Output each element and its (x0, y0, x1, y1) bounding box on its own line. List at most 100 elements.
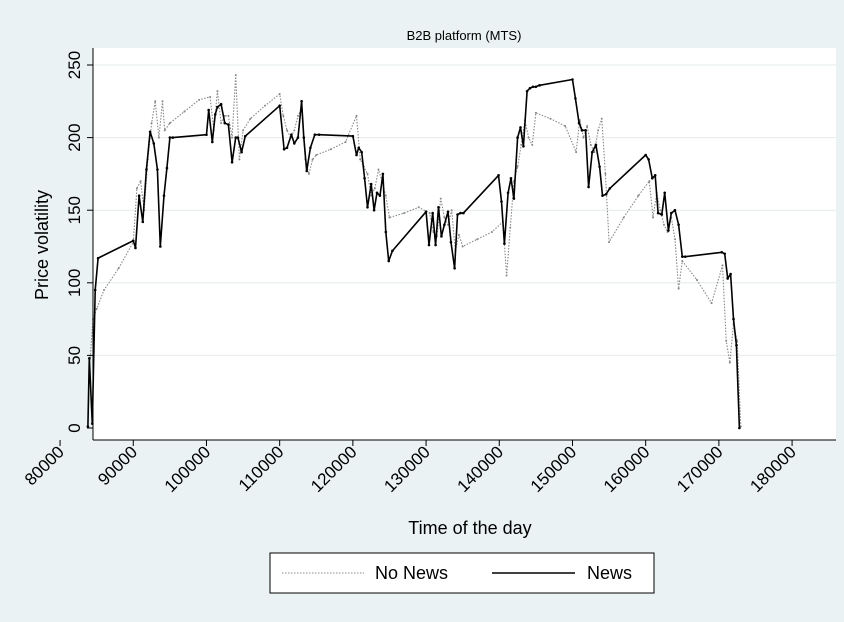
data-point-no-news (264, 104, 267, 107)
data-point-news (240, 150, 243, 154)
data-point-no-news (249, 117, 252, 120)
data-point-news (88, 357, 91, 360)
gridlines (93, 64, 836, 356)
legend-label-no-news: No News (375, 563, 448, 583)
data-point-no-news (315, 154, 318, 157)
data-point-news (594, 143, 598, 147)
data-point-news (148, 130, 152, 134)
data-point-news (168, 136, 172, 139)
data-point-no-news (739, 425, 742, 428)
data-point-news (162, 194, 166, 197)
data-point-news (145, 168, 148, 171)
data-point-news (440, 235, 443, 238)
series-line-news (87, 78, 741, 429)
data-point-no-news (721, 264, 724, 267)
legend: No News News (269, 552, 655, 594)
data-point-news (453, 266, 456, 270)
data-point-news (227, 123, 230, 126)
data-point-news (663, 191, 667, 195)
data-point-no-news (725, 339, 728, 342)
data-point-news (296, 136, 300, 139)
data-point-no-news (564, 124, 567, 127)
data-point-no-news (307, 172, 310, 175)
data-point-no-news (622, 216, 625, 219)
data-point-news (723, 252, 727, 256)
data-point-news (363, 176, 366, 180)
data-point-news (384, 230, 388, 234)
data-point-no-news (135, 187, 138, 190)
data-point-news (449, 240, 453, 244)
data-point-no-news (220, 122, 223, 125)
data-point-no-news (589, 143, 592, 146)
data-point-no-news (458, 233, 461, 236)
data-point-no-news (476, 238, 479, 241)
data-point-news (500, 200, 503, 203)
data-point-news (159, 245, 162, 248)
data-point-news (165, 166, 169, 170)
data-point-news (131, 239, 135, 242)
data-point-no-news (527, 136, 530, 139)
data-point-news (647, 158, 650, 161)
chart-title: B2B platform (MTS) (407, 28, 522, 43)
data-point-no-news (278, 93, 281, 96)
data-point-news (456, 213, 459, 216)
data-point-no-news (450, 209, 453, 212)
data-point-news (729, 272, 732, 276)
data-point-news (522, 145, 525, 148)
data-point-no-news (242, 129, 245, 132)
data-point-no-news (359, 158, 362, 161)
data-point-news (387, 259, 391, 263)
data-point-news (355, 153, 358, 157)
data-point-news (360, 150, 363, 154)
data-point-no-news (296, 114, 299, 117)
data-point-news (738, 426, 741, 430)
y-tick-label: 100 (65, 269, 84, 297)
x-axis-label: Time of the day (408, 518, 531, 538)
data-point-news (372, 208, 376, 212)
plot-background (93, 48, 836, 440)
data-point-no-news (227, 114, 230, 117)
data-point-no-news (293, 129, 296, 132)
data-point-news (531, 85, 535, 89)
data-point-no-news (95, 307, 98, 310)
data-point-news (608, 187, 612, 190)
data-point-no-news (659, 209, 662, 212)
data-point-news (309, 146, 312, 150)
data-point-news (357, 146, 361, 150)
data-point-news (427, 243, 431, 247)
data-point-news (516, 136, 519, 139)
data-point-news (211, 140, 214, 144)
data-point-news (656, 211, 660, 215)
data-point-no-news (329, 148, 332, 151)
data-point-news (424, 210, 428, 213)
data-point-no-news (549, 117, 552, 120)
data-point-no-news (695, 278, 698, 281)
data-point-news (580, 129, 584, 132)
data-point-no-news (593, 151, 596, 154)
data-point-news (381, 172, 385, 176)
data-point-no-news (417, 206, 420, 209)
data-point-news (302, 136, 306, 139)
data-point-news (152, 142, 156, 145)
data-point-news (604, 192, 608, 196)
data-point-news (590, 150, 594, 154)
data-point-news (171, 136, 175, 139)
data-point-no-news (198, 98, 201, 101)
data-point-no-news (209, 95, 212, 98)
data-point-no-news (388, 216, 391, 219)
data-point-news (525, 89, 529, 93)
data-point-no-news (600, 117, 603, 120)
data-point-no-news (238, 158, 241, 161)
data-point-no-news (673, 238, 676, 241)
data-point-news (96, 256, 100, 260)
y-axis-label: Price volatility (32, 190, 52, 300)
data-point-news (732, 317, 735, 321)
data-point-news (669, 211, 673, 215)
data-point-news (446, 210, 450, 213)
data-point-news (443, 223, 446, 227)
data-point-no-news (139, 180, 142, 183)
data-point-no-news (373, 187, 376, 190)
data-point-news (726, 277, 729, 280)
data-point-news (683, 255, 687, 258)
